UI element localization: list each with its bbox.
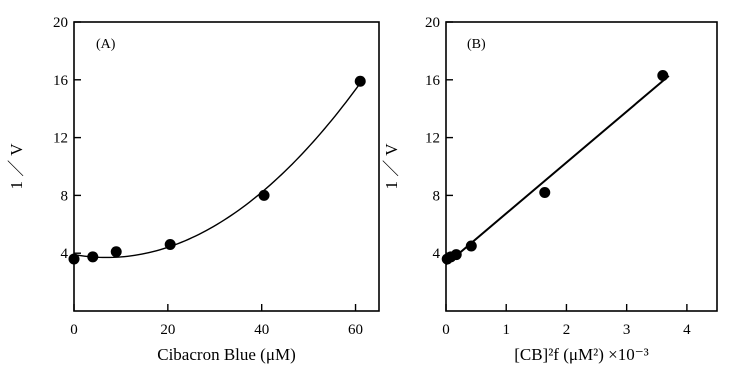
y-axis-title: 1 ／ V — [7, 143, 26, 190]
x-tick-label: 60 — [348, 322, 363, 338]
data-point — [657, 69, 669, 81]
y-tick-label: 16 — [53, 73, 69, 89]
panel-label: (A) — [96, 37, 116, 52]
data-point — [450, 249, 462, 261]
fit-line — [445, 75, 670, 266]
y-tick-label: 12 — [53, 131, 68, 147]
y-tick-label: 8 — [433, 188, 441, 204]
plot-frame — [445, 21, 718, 312]
fit-curve — [73, 82, 361, 259]
y-tick-label: 4 — [61, 246, 69, 262]
panel-a: 0 20 40 60 4 8 12 16 20 Cibacron Blue (μM) 1 ／ V (A… — [7, 15, 380, 364]
data-point — [539, 187, 551, 199]
y-tick-label: 20 — [425, 15, 440, 31]
plot-frame — [73, 21, 380, 312]
data-point — [258, 189, 270, 201]
y-tick-label: 8 — [61, 188, 69, 204]
data-point — [164, 239, 176, 251]
data-point — [354, 75, 366, 87]
y-tick-label: 20 — [53, 15, 68, 31]
x-tick-label: 20 — [160, 322, 175, 338]
data-point — [87, 251, 99, 263]
x-axis-title: Cibacron Blue (μM) — [157, 345, 295, 364]
y-axis-title: 1 ／ V — [382, 143, 401, 190]
data-point — [68, 253, 80, 265]
x-tick-label: 0 — [442, 322, 450, 338]
y-tick-label: 16 — [425, 73, 441, 89]
data-point — [110, 246, 122, 258]
x-tick-label: 4 — [683, 322, 691, 338]
y-tick-label: 4 — [433, 246, 441, 262]
x-tick-label: 1 — [502, 322, 510, 338]
x-axis-title: [CB]²f (μM²) ×10⁻³ — [514, 345, 649, 364]
y-tick-label: 12 — [425, 131, 440, 147]
x-tick-label: 3 — [623, 322, 631, 338]
x-tick-label: 0 — [70, 322, 78, 338]
x-tick-label: 2 — [563, 322, 571, 338]
data-point — [465, 240, 477, 252]
panel-label: (B) — [467, 37, 486, 52]
x-tick-label: 40 — [254, 322, 269, 338]
